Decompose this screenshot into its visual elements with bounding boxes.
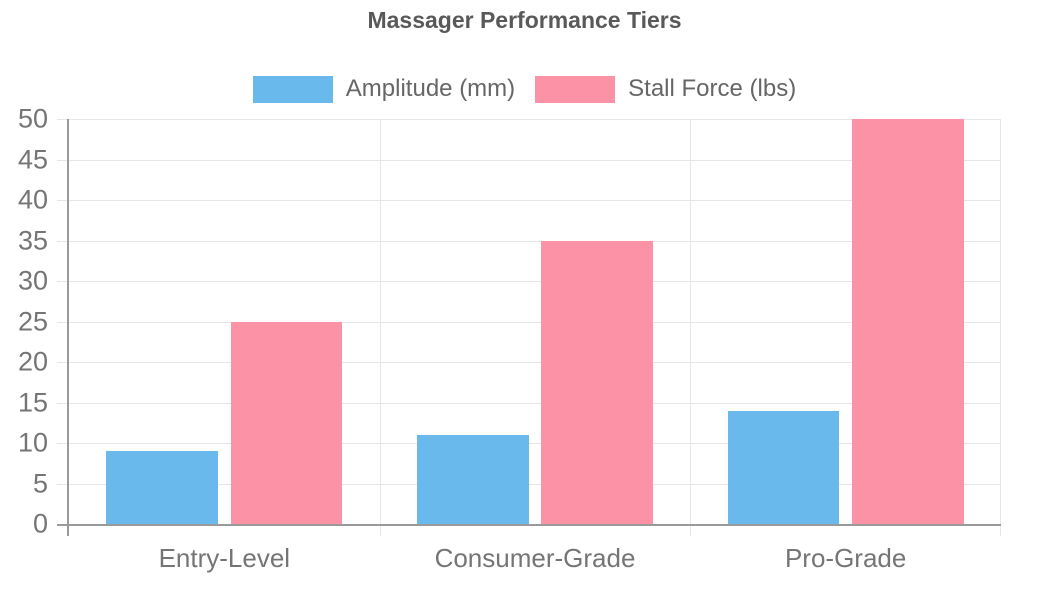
- y-tick-mark-25: [57, 321, 67, 323]
- y-tick-label-50: 50: [17, 103, 48, 134]
- bar-stall-force-lbs-consumer-grade: [541, 240, 654, 524]
- x-tick-mark-0: [67, 526, 69, 536]
- bar-amplitude-mm-pro-grade: [727, 410, 840, 524]
- gridline-h-45: [69, 159, 1001, 161]
- gridline-h-50: [69, 119, 1001, 120]
- y-tick-label-0: 0: [32, 508, 48, 539]
- bar-group-consumer-grade: [380, 119, 691, 524]
- bar-group-entry-level: [69, 119, 380, 524]
- x-tick-mark-3: [1000, 526, 1001, 536]
- bar-group-pro-grade: [690, 119, 1001, 524]
- legend-swatch-stall-force-lbs: [535, 76, 616, 103]
- gridline-h-35: [69, 240, 1001, 242]
- y-tick-mark-45: [57, 159, 67, 161]
- y-tick-mark-20: [57, 362, 67, 363]
- gridline-v-2: [690, 119, 692, 524]
- y-tick-label-45: 45: [17, 144, 48, 174]
- legend-item-stall-force-lbs: Stall Force (lbs): [535, 75, 797, 103]
- x-tick-mark-2: [690, 526, 692, 536]
- bar-stall-force-lbs-entry-level: [230, 321, 343, 524]
- gridline-v-1: [379, 119, 381, 524]
- x-tick-label-pro-grade: Pro-Grade: [784, 543, 907, 573]
- bar-amplitude-mm-consumer-grade: [416, 434, 529, 524]
- y-tick-label-20: 20: [17, 346, 48, 377]
- y-tick-mark-35: [57, 240, 67, 242]
- y-axis-tick-labels: 0 5 10 15 20 25 30 35 40 45 50: [0, 105, 48, 537]
- gridline-v-3: [1000, 119, 1001, 524]
- y-tick-mark-10: [57, 443, 67, 444]
- x-tick-label-entry-level: Entry-Level: [158, 543, 291, 573]
- legend-item-amplitude-mm: Amplitude (mm): [252, 75, 516, 103]
- y-tick-mark-40: [57, 200, 67, 201]
- y-tick-label-25: 25: [17, 306, 48, 336]
- gridline-h-25: [69, 321, 1001, 323]
- y-tick-mark-30: [57, 281, 67, 282]
- gridline-h-5: [69, 483, 1001, 485]
- y-tick-label-30: 30: [17, 265, 48, 296]
- y-tick-label-5: 5: [32, 468, 48, 498]
- gridline-h-20: [69, 362, 1001, 363]
- x-tick-label-consumer-grade: Consumer-Grade: [434, 543, 636, 573]
- legend-label: Amplitude (mm): [345, 75, 516, 103]
- legend-swatch-amplitude-mm: [252, 76, 333, 103]
- y-tick-label-15: 15: [17, 387, 48, 417]
- gridline-h-10: [69, 443, 1001, 444]
- bar-amplitude-mm-entry-level: [106, 451, 219, 524]
- bar-stall-force-lbs-pro-grade: [851, 119, 964, 524]
- y-tick-mark-50: [57, 119, 67, 120]
- y-tick-mark-0: [57, 524, 67, 526]
- plot-area: [57, 119, 1001, 536]
- chart-title: Massager Performance Tiers: [367, 7, 682, 33]
- x-tick-mark-1: [379, 526, 381, 536]
- y-tick-label-10: 10: [17, 427, 48, 458]
- y-tick-label-35: 35: [17, 225, 48, 255]
- y-tick-mark-15: [57, 402, 67, 404]
- gridline-h-30: [69, 281, 1001, 282]
- x-axis-tick-labels: Entry-Level Consumer-Grade Pro-Grade: [69, 545, 1001, 577]
- legend-label: Stall Force (lbs): [628, 75, 797, 103]
- y-tick-label-40: 40: [17, 184, 48, 215]
- gridline-h-40: [69, 200, 1001, 201]
- legend: Amplitude (mm) Stall Force (lbs): [0, 75, 1049, 103]
- gridline-h-15: [69, 402, 1001, 404]
- y-tick-mark-5: [57, 483, 67, 485]
